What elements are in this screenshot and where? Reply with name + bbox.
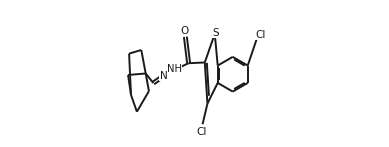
Text: N: N	[159, 71, 167, 81]
Text: O: O	[180, 26, 189, 36]
Text: NH: NH	[167, 64, 182, 74]
Text: Cl: Cl	[197, 127, 207, 137]
Text: Cl: Cl	[256, 30, 266, 40]
Text: S: S	[213, 28, 219, 38]
